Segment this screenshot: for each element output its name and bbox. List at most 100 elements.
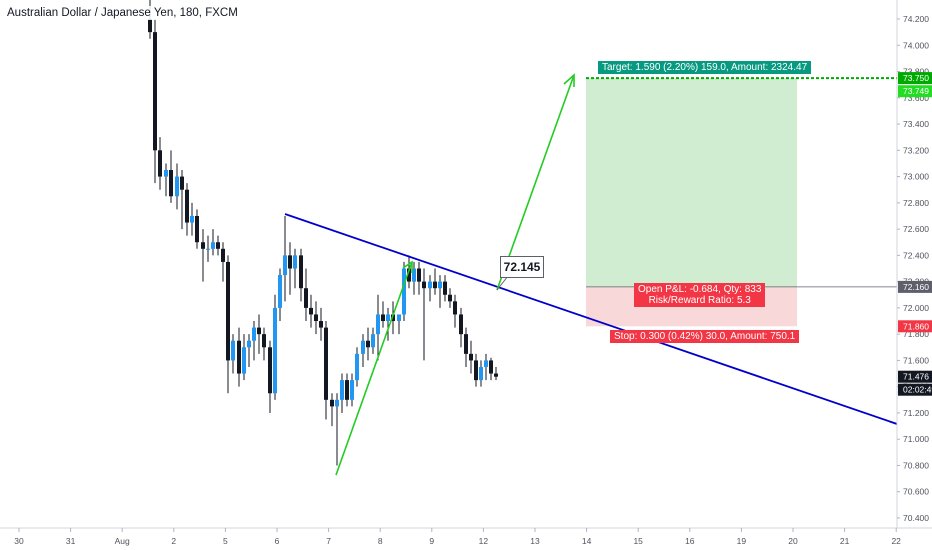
price-tick-label: 73.600 [903, 93, 929, 103]
candle [299, 248, 303, 302]
entry-price-tag-bg [898, 280, 932, 293]
candle-body [268, 347, 272, 394]
candle-body [422, 281, 426, 289]
candle [304, 268, 308, 322]
candle [345, 373, 349, 407]
target-current-tag-text: 73.749 [903, 86, 929, 96]
candle-body [386, 314, 390, 322]
candle [206, 235, 210, 262]
candle-body [453, 301, 457, 315]
candle [288, 242, 292, 295]
candle-body [299, 255, 303, 289]
open-pnl-text: Open P&L: -0.684, Qty: 833 [638, 284, 762, 295]
candle-body [211, 242, 215, 249]
candle [221, 242, 225, 282]
candle [381, 301, 385, 328]
candle-body [314, 314, 318, 322]
candle-body [262, 334, 266, 348]
candle-body [148, 19, 152, 33]
candle-body [417, 268, 421, 282]
candle-body [195, 215, 199, 243]
time-tick-label: 5 [223, 536, 228, 546]
candle [257, 314, 261, 354]
time-tick-label: 19 [737, 536, 747, 546]
arrow-head-icon[interactable] [402, 260, 413, 273]
candle [350, 373, 354, 407]
price-tick-label: 74.000 [903, 40, 929, 50]
candle [314, 301, 318, 335]
candle [153, 19, 157, 184]
last-price-tag-text: 71.476 [903, 372, 929, 382]
price-callout[interactable]: 72.145 [500, 256, 544, 278]
candle [319, 307, 323, 341]
drawings[interactable] [284, 73, 932, 476]
candle [371, 327, 375, 354]
trendline[interactable] [284, 213, 932, 437]
price-tick-label: 72.600 [903, 224, 929, 234]
candle-body [438, 281, 442, 289]
candle-body [180, 176, 184, 190]
candle-body [376, 314, 380, 335]
candle [226, 255, 230, 394]
candle-body [402, 268, 406, 315]
arrow-head-icon[interactable] [563, 73, 575, 87]
candle [474, 353, 478, 387]
last-price-tag: 71.476 [898, 370, 932, 383]
uptrend-arrow-line[interactable] [335, 261, 413, 476]
candle [355, 347, 359, 387]
candle [293, 248, 297, 289]
countdown-tag-text: 02:02:49 [903, 385, 932, 395]
last-price-tag-bg [898, 370, 932, 383]
candle [324, 321, 328, 420]
candle-body [169, 170, 173, 197]
candle-body [484, 360, 488, 367]
price-tick-label: 70.800 [903, 460, 929, 470]
candle [386, 307, 390, 341]
candle-body [216, 242, 220, 249]
projection-arrow-line[interactable] [496, 74, 575, 291]
time-tick-label: 20 [788, 536, 798, 546]
stop-price-tag-bg [898, 320, 932, 333]
target-zone[interactable] [586, 77, 897, 327]
candle-body [293, 255, 297, 269]
candle-body [464, 334, 468, 354]
candle [231, 334, 235, 374]
candle [397, 314, 401, 335]
candle [283, 215, 287, 302]
candle-body [231, 340, 235, 361]
price-tick-label: 73.800 [903, 67, 929, 77]
candle-body [489, 360, 493, 374]
candle-body [201, 242, 205, 249]
price-tick-label: 71.600 [903, 355, 929, 365]
price-tick-label: 72.800 [903, 198, 929, 208]
time-axis[interactable]: 30 31 Aug 2 5 6 7 8 9 12 13 14 15 16 19 20 21 22 [0, 527, 932, 550]
price-tick-label: 72.000 [903, 303, 929, 313]
candle-body [185, 189, 189, 223]
candle [164, 163, 168, 197]
candles [148, 0, 498, 466]
candle [376, 294, 380, 361]
candle [252, 321, 256, 361]
candle-body [283, 255, 287, 276]
candle [453, 294, 457, 328]
time-tick-label: 22 [891, 536, 901, 546]
candle-body [304, 288, 308, 308]
candle-body [407, 268, 411, 282]
candle-body [206, 248, 210, 250]
candle-body [494, 373, 498, 377]
candle [335, 393, 339, 466]
callout-pointer [496, 275, 509, 291]
candle-body [474, 360, 478, 381]
candle [494, 366, 498, 381]
time-tick-label: 12 [479, 536, 489, 546]
candle [459, 307, 463, 348]
candle [433, 268, 437, 295]
candle [278, 268, 282, 322]
candle-body [433, 281, 437, 289]
candle-body [273, 307, 277, 394]
candle-body [361, 340, 365, 354]
candle-body [288, 255, 292, 269]
candle-body [278, 275, 282, 308]
profit-zone[interactable] [586, 78, 797, 287]
